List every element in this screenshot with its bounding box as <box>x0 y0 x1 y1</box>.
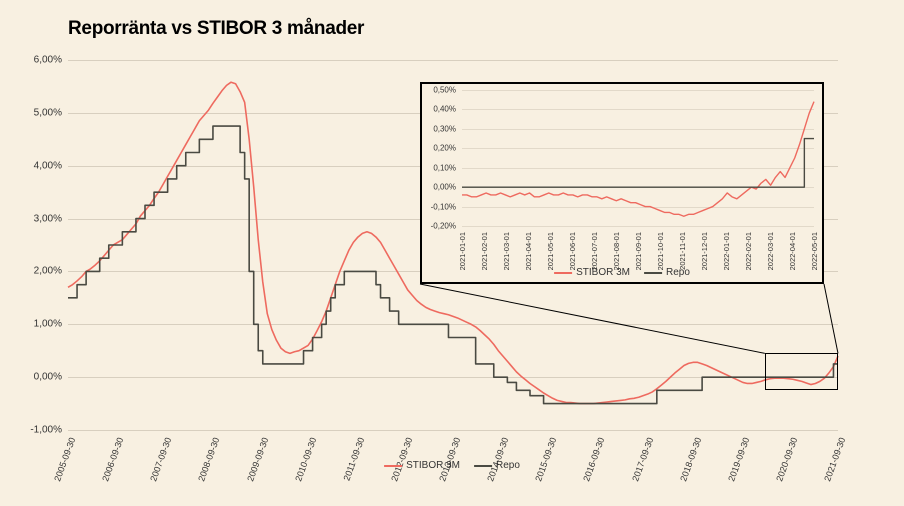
series-stibor-3m <box>462 102 814 217</box>
x-tick-label: 2021-04-01 <box>524 232 533 270</box>
y-tick-label: 1,00% <box>34 319 62 330</box>
inset-chart: -0,20% -0,10% 0,00% 0,10% 0,20% 0,30% 0,40% 0,5… <box>420 82 824 284</box>
x-tick-label: 2022-05-01 <box>810 232 819 270</box>
y-tick-label: 0,30% <box>433 124 456 133</box>
chart-title: Reporränta vs STIBOR 3 månader <box>68 18 364 40</box>
x-tick-label: 2005-09-30 <box>52 436 77 483</box>
legend-swatch <box>384 465 402 467</box>
legend-swatch <box>554 272 572 274</box>
inset-plot: -0,20%-0,10%0,00%0,10%0,20%0,30%0,40%0,5… <box>462 90 814 226</box>
x-tick-label: 2008-09-30 <box>197 436 222 483</box>
x-tick-label: 2022-02-01 <box>744 232 753 270</box>
x-tick-label: 2021-12-01 <box>700 232 709 270</box>
y-tick-label: 3,00% <box>34 213 62 224</box>
legend-item: STIBOR 3M <box>384 460 460 471</box>
x-tick-label: 2007-09-30 <box>149 436 174 483</box>
legend-swatch <box>644 272 662 274</box>
legend-item: Repo <box>644 267 690 278</box>
x-tick-label: 2021-05-01 <box>546 232 555 270</box>
legend-label: STIBOR 3M <box>576 267 630 278</box>
main-legend: STIBOR 3M Repo <box>384 460 520 471</box>
legend-swatch <box>474 465 492 467</box>
x-tick-label: 2021-10-01 <box>656 232 665 270</box>
y-tick-label: 4,00% <box>34 160 62 171</box>
y-tick-label: 0,00% <box>34 372 62 383</box>
inset-legend: STIBOR 3M Repo <box>554 267 690 278</box>
x-tick-label: 2021-06-01 <box>568 232 577 270</box>
x-tick-label: 2021-09-01 <box>634 232 643 270</box>
x-tick-label: 2022-03-01 <box>766 232 775 270</box>
y-tick-label: 0,10% <box>433 163 456 172</box>
y-tick-label: -0,10% <box>431 202 456 211</box>
y-tick-label: -1,00% <box>30 425 62 436</box>
x-tick-label: 2021-07-01 <box>590 232 599 270</box>
x-tick-label: 2021-02-01 <box>480 232 489 270</box>
series-repo <box>462 139 814 188</box>
y-tick-label: 0,50% <box>433 86 456 95</box>
y-tick-label: -0,20% <box>431 222 456 231</box>
x-tick-label: 2021-03-01 <box>502 232 511 270</box>
y-tick-label: 0,40% <box>433 105 456 114</box>
legend-item: Repo <box>474 460 520 471</box>
x-tick-label: 2021-09-30 <box>822 436 847 483</box>
x-tick-label: 2022-01-01 <box>722 232 731 270</box>
y-tick-label: 0,20% <box>433 144 456 153</box>
x-tick-label: 2016-09-30 <box>582 436 607 483</box>
x-tick-label: 2019-09-30 <box>726 436 751 483</box>
x-tick-label: 2022-04-01 <box>788 232 797 270</box>
inset-plot-svg <box>462 90 814 226</box>
x-tick-label: 2009-09-30 <box>245 436 270 483</box>
x-tick-label: 2006-09-30 <box>100 436 125 483</box>
x-tick-label: 2011-09-30 <box>341 436 366 482</box>
x-tick-label: 2021-08-01 <box>612 232 621 270</box>
y-tick-label: 0,00% <box>433 183 456 192</box>
y-tick-label: 2,00% <box>34 266 62 277</box>
legend-label: STIBOR 3M <box>406 460 460 471</box>
x-tick-label: 2010-09-30 <box>293 436 318 483</box>
legend-item: STIBOR 3M <box>554 267 630 278</box>
x-tick-label: 2017-09-30 <box>630 436 655 483</box>
x-tick-label: 2015-09-30 <box>534 436 559 483</box>
x-tick-label: 2020-09-30 <box>774 436 799 483</box>
legend-label: Repo <box>496 460 520 471</box>
x-tick-label: 2021-01-01 <box>458 232 467 270</box>
callout-box <box>765 353 838 390</box>
x-tick-label: 2021-11-01 <box>678 232 687 270</box>
y-tick-label: 5,00% <box>34 107 62 118</box>
x-tick-label: 2018-09-30 <box>678 436 703 483</box>
legend-label: Repo <box>666 267 690 278</box>
y-tick-label: 6,00% <box>34 55 62 66</box>
